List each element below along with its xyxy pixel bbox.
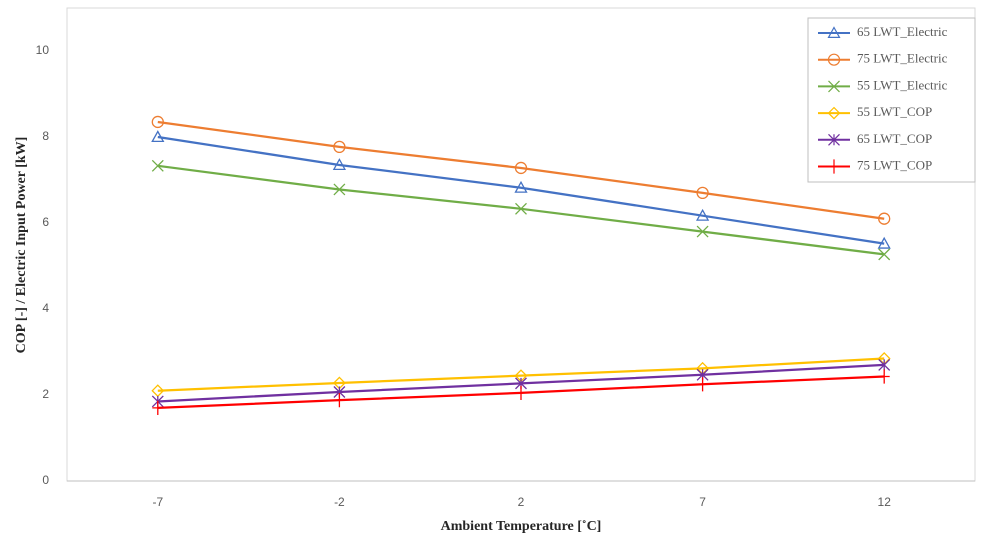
legend-label: 55 LWT_Electric [857,77,948,92]
y-tick-label: 2 [42,387,49,401]
legend-marker [827,26,841,38]
legend-marker [827,53,841,66]
point-marker [878,248,891,261]
y-tick-label: 6 [42,215,49,229]
point-marker [332,158,347,170]
legend-label: 65 LWT_COP [857,131,932,146]
point-marker [151,130,165,143]
x-tick-label: 2 [518,495,525,509]
point-marker [878,212,891,225]
point-marker [515,202,527,215]
point-marker [696,186,709,199]
point-marker [697,377,709,392]
y-tick-label: 10 [36,43,50,57]
point-marker [333,393,345,408]
point-marker [515,385,527,400]
legend-label: 75 LWT_COP [857,157,932,172]
y-tick-label: 8 [42,129,49,143]
y-tick-label: 4 [42,301,49,315]
legend-marker [827,106,841,120]
series-line [157,164,885,256]
x-tick-label: 7 [699,495,706,509]
x-tick-label: -2 [334,495,345,509]
point-marker [151,159,164,172]
point-marker [877,236,891,249]
series-line [157,357,885,392]
legend-marker [828,159,840,174]
y-axis-title: COP [-] / Electric Input Power [kW] [14,137,29,354]
legend-box [807,17,976,183]
legend-label: 65 LWT_Electric [857,24,948,39]
point-marker [696,225,709,238]
point-marker [151,115,164,129]
point-marker [878,358,891,371]
point-marker [152,400,164,416]
y-tick-label: 0 [42,473,49,487]
legend-marker [828,80,840,93]
point-marker [878,369,890,384]
series-line [157,120,885,220]
x-tick-label: 12 [878,495,892,509]
x-axis-title: Ambient Temperature [˚C] [441,519,602,534]
legend-label: 75 LWT_Electric [857,51,948,66]
legend-label: 55 LWT_COP [857,104,932,119]
legend-marker [828,133,840,146]
point-marker [695,208,710,221]
point-marker [514,161,528,175]
x-tick-label: -7 [152,495,163,509]
point-marker [514,180,528,193]
point-marker [333,140,346,153]
series-line [157,135,885,245]
point-marker [333,183,346,196]
